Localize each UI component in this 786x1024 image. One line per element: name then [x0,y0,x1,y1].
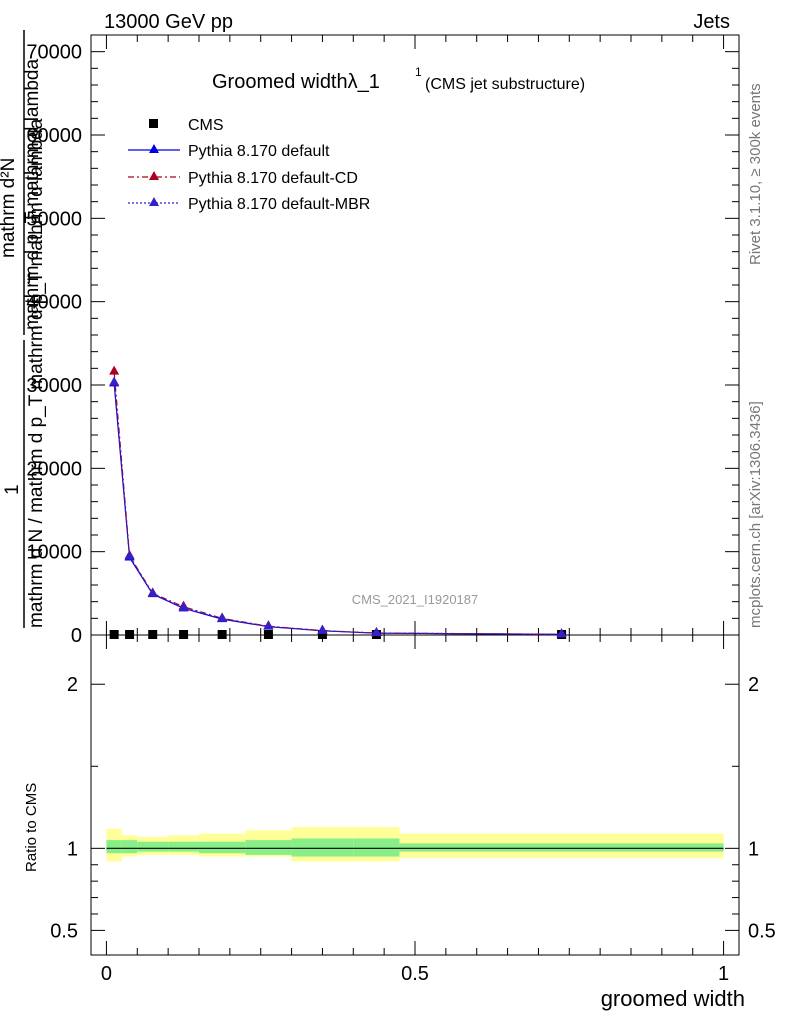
ratio-band-stat [353,838,400,857]
data-point-mbr [317,624,328,634]
ratio-tick-label-right: 2 [748,674,759,696]
data-point-mbr [556,628,567,638]
legend-marker-default [149,144,159,153]
chart-title: Groomed widthλ_1 1 (CMS jet substructure… [212,65,585,93]
ratio-tick-label-left: 0.5 [50,920,78,942]
y-label-line-4: mathrm d N / mathrm d p_T mathrm d p_T m… [26,118,47,628]
legend-label-cd: Pythia 8.170 default-CD [188,170,358,187]
ratio-band-stat [245,840,292,855]
chart-title-superscript: 1 [415,65,422,79]
data-point-cms [317,630,327,639]
ratio-tick-label-left: 1 [67,838,78,860]
data-point-mbr [178,601,189,611]
y-tick-label: 30000 [26,375,82,397]
legend-label-cms: CMS [188,117,224,134]
series-layer [109,365,567,639]
x-tick-label: 1 [718,963,729,985]
analysis-watermark: CMS_2021_I1920187 [352,592,479,607]
y-tick-label: 70000 [26,42,82,64]
legend-entry-mbr: Pythia 8.170 default-MBR [128,196,370,213]
legend-marker-cd [149,171,159,180]
data-point-cms [263,630,273,639]
y-tick-label: 50000 [26,208,82,230]
data-point-mbr [217,612,228,622]
y-label-line-3: 1 [2,484,23,495]
ratio-band-stat [106,840,122,854]
ratio-band-stat [168,841,199,852]
legend-entry-cd: Pythia 8.170 default-CD [128,170,358,187]
legend-marker-mbr [149,197,159,206]
y-label-line-2: mathrm d p_T mathrm d lambda [22,59,43,330]
ratio-band-stat [199,841,246,854]
data-point-mbr [124,550,135,560]
y-tick-label: 60000 [26,125,82,147]
ratio-panel-frame [90,634,740,956]
legend: CMS Pythia 8.170 default Pythia 8.170 de… [128,117,370,213]
ratio-tick-label-right: 1 [748,838,759,860]
data-point-mbr [109,376,120,386]
data-point-cd [109,365,120,375]
ratio-y-axis-label: Ratio to CMS [23,783,40,872]
ratio-bands [106,827,724,862]
ratio-band-stat [137,841,169,852]
mcplots-label: mcplots.cern.ch [arXiv:1306.3436] [747,401,764,628]
series-line-mbr [113,382,562,635]
header-process-label: Jets [693,11,730,33]
x-axis-label: groomed width [601,986,745,1011]
ratio-band-stat [121,840,138,854]
y-tick-label: 10000 [26,542,82,564]
y-label-line-1: mathrm d²N [0,158,19,258]
chart-title-main: Groomed widthλ_1 [212,71,380,93]
chart-title-suffix: (CMS jet substructure) [425,76,585,93]
data-point-cms [148,630,158,639]
data-point-mbr [147,587,158,597]
ratio-tick-label-right: 0.5 [748,920,776,942]
ratio-tick-label-left: 2 [67,674,78,696]
series-line-default [113,383,562,635]
legend-label-mbr: Pythia 8.170 default-MBR [188,196,370,213]
data-point-mbr [263,620,274,630]
legend-entry-default: Pythia 8.170 default [128,143,330,160]
series-line-cd [113,371,562,635]
rivet-version-label: Rivet 3.1.10, ≥ 300k events [747,83,764,265]
header-energy-label: 13000 GeV pp [104,11,233,33]
ratio-band-stat [399,843,724,852]
y-tick-label: 0 [71,625,82,647]
legend-entry-cms: CMS [149,117,224,134]
legend-label-default: Pythia 8.170 default [188,143,330,160]
data-point-cms [217,630,227,639]
axis-ticks: 0 0.5 1 0 10000 20000 30000 40000 50000 60000 7000… [26,34,776,985]
x-tick-label: 0.5 [401,963,429,985]
y-tick-label: 40000 [26,292,82,314]
ratio-band-stat [291,838,354,857]
x-tick-label: 0 [101,963,112,985]
data-point-mbr [371,627,382,637]
data-point-cms [125,630,135,639]
y-tick-label: 20000 [26,458,82,480]
data-point-cms [179,630,189,639]
data-point-cms [109,630,119,639]
main-y-axis-label: mathrm d²N mathrm d p_T mathrm d lambda … [0,30,47,628]
legend-marker-cms [149,119,158,128]
